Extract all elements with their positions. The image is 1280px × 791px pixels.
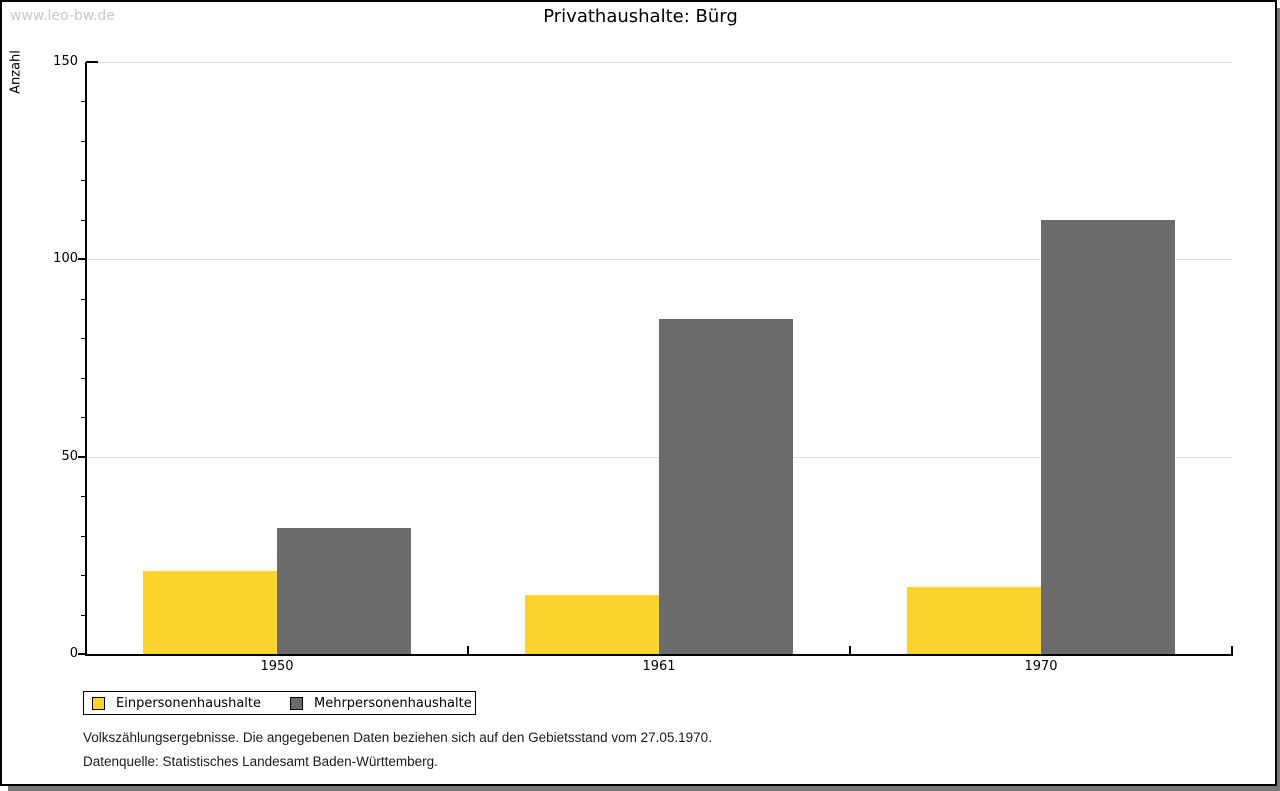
y-minor-tick-20 bbox=[81, 575, 86, 576]
bar-einpersonenhaushalte-1950 bbox=[143, 571, 277, 654]
y-minor-tick-90 bbox=[81, 299, 86, 300]
x-tick-label-1970: 1970 bbox=[1024, 659, 1058, 674]
bar-mehrpersonenhaushalte-1961 bbox=[659, 319, 793, 654]
legend-item-mehrpersonenhaushalte: Mehrpersonenhaushalte bbox=[290, 696, 472, 711]
y-minor-tick-40 bbox=[81, 496, 86, 497]
legend-label: Mehrpersonenhaushalte bbox=[314, 695, 472, 711]
bar-einpersonenhaushalte-1970 bbox=[907, 587, 1041, 654]
gridline-y100 bbox=[86, 259, 1232, 260]
y-minor-tick-70 bbox=[81, 378, 86, 379]
panel-shadow-right bbox=[1277, 8, 1280, 791]
y-minor-tick-140 bbox=[81, 101, 86, 102]
y-major-tick-0 bbox=[78, 653, 86, 655]
panel-shadow-bottom bbox=[8, 786, 1280, 791]
x-tick-2 bbox=[849, 646, 851, 654]
bar-mehrpersonenhaushalte-1950 bbox=[277, 528, 411, 654]
y-minor-tick-120 bbox=[81, 180, 86, 181]
y-tick-label-150: 150 bbox=[53, 54, 78, 69]
watermark-text: www.leo-bw.de bbox=[10, 8, 115, 24]
x-axis-line bbox=[85, 654, 1233, 656]
legend-item-einpersonenhaushalte: Einpersonenhaushalte bbox=[92, 696, 261, 711]
y-tick-label-0: 0 bbox=[69, 646, 78, 661]
y-minor-tick-60 bbox=[81, 417, 86, 418]
y-major-tick-100 bbox=[78, 258, 86, 260]
y-major-tick-50 bbox=[78, 456, 86, 458]
bar-mehrpersonenhaushalte-1970 bbox=[1041, 220, 1175, 654]
bar-einpersonenhaushalte-1961 bbox=[525, 595, 659, 654]
chart-title: Privathaushalte: Bürg bbox=[543, 6, 738, 27]
footnote-census: Volkszählungsergebnisse. Die angegebenen… bbox=[83, 730, 712, 745]
x-tick-label-1950: 1950 bbox=[260, 659, 294, 674]
y-tick-label-50: 50 bbox=[61, 449, 78, 464]
gridline-y150 bbox=[86, 62, 1232, 63]
y-tick-label-100: 100 bbox=[53, 251, 78, 266]
legend-label: Einpersonenhaushalte bbox=[116, 695, 261, 711]
y-minor-tick-130 bbox=[81, 141, 86, 142]
y-minor-tick-30 bbox=[81, 536, 86, 537]
footnote-source: Datenquelle: Statistisches Landesamt Bad… bbox=[83, 754, 438, 769]
legend-swatch-gray bbox=[290, 696, 303, 710]
y-minor-tick-10 bbox=[81, 615, 86, 616]
legend-swatch-yellow bbox=[92, 696, 105, 710]
y-minor-tick-80 bbox=[81, 338, 86, 339]
y-axis-line bbox=[85, 62, 87, 656]
y-major-tick-150 bbox=[86, 61, 98, 63]
y-minor-tick-110 bbox=[81, 220, 86, 221]
x-tick-3 bbox=[1231, 646, 1233, 654]
x-tick-1 bbox=[467, 646, 469, 654]
x-tick-label-1961: 1961 bbox=[642, 659, 676, 674]
legend-box: Einpersonenhaushalte Mehrpersonenhaushal… bbox=[83, 691, 476, 715]
